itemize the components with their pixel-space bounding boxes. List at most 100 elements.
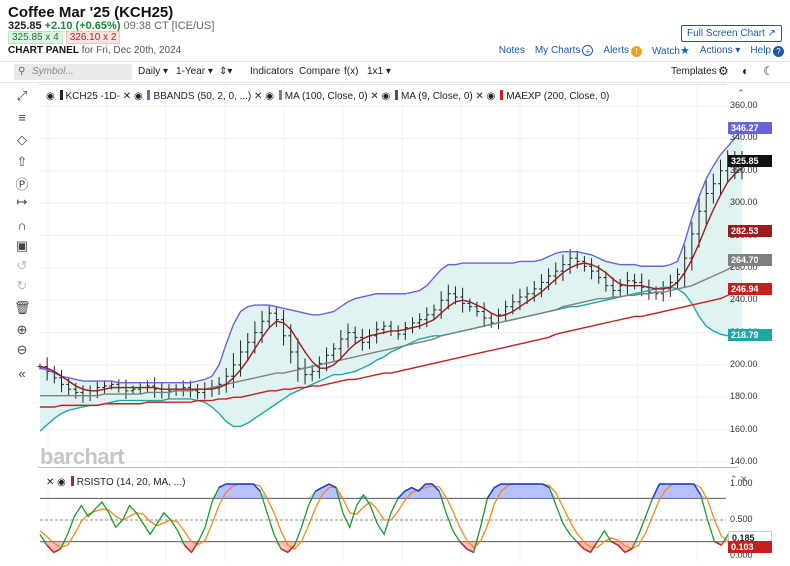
fullscreen-button[interactable]: Full Screen Chart ↗ <box>681 25 782 42</box>
indicators-button[interactable]: Indicators <box>250 66 294 77</box>
ohlc-bar <box>467 298 473 312</box>
rsisto-overbought-seg <box>328 483 337 489</box>
pane-controls[interactable]: ⌃ ✕ <box>730 474 748 484</box>
alerts-link[interactable]: Alerts! <box>603 45 642 57</box>
rsisto-oversold-seg <box>46 544 55 553</box>
ohlc-bar <box>338 329 344 358</box>
rsisto-oversold-seg <box>280 548 289 554</box>
fx-button[interactable]: f(x) <box>344 66 359 77</box>
zoom-out-icon[interactable]: ⊖ <box>16 342 28 357</box>
rsisto-oversold-seg <box>459 541 468 550</box>
ohlc-bar <box>689 221 695 271</box>
bar-type-dropdown[interactable]: ⇕▾ <box>219 66 232 77</box>
magnet-icon[interactable]: ∩ <box>17 218 27 233</box>
symbol-search-input[interactable]: ⚲ Symbol... <box>14 64 132 80</box>
rsisto-overbought-seg <box>651 483 661 499</box>
collapse-icon[interactable]: « <box>18 366 26 381</box>
ohlc-bar <box>438 291 444 319</box>
rsisto-overbought-seg <box>321 483 330 489</box>
bbands-upper-line <box>39 127 743 384</box>
legend-swatch <box>59 90 63 100</box>
ohlc-bar <box>266 305 272 329</box>
rsisto-oversold-seg <box>576 541 585 550</box>
last-price: 325.85 <box>8 20 42 32</box>
redo-icon[interactable]: ↻ <box>16 278 28 293</box>
lock-icon[interactable]: ▣ <box>15 238 29 253</box>
ohlc-bar <box>696 197 702 248</box>
rsisto-overbought-seg <box>493 483 502 489</box>
chevron-down-icon: ▾ <box>385 66 391 77</box>
close-icon[interactable]: ✕ <box>370 91 379 102</box>
compare-button[interactable]: Compare <box>299 66 341 77</box>
ohlc-bar <box>331 343 337 361</box>
quote-line: 325.85 +2.10 (+0.65%) 09:38 CT [ICE/US] <box>8 20 214 32</box>
plus-icon: + <box>582 45 594 56</box>
layout-dropdown[interactable]: 1x1 ▾ <box>367 66 391 77</box>
range-dropdown[interactable]: 1-Year ▾ <box>176 66 213 77</box>
collapse-pane-icon[interactable]: ⌃ <box>737 88 745 98</box>
bar-type-icon: ⇕▾ <box>219 66 233 77</box>
ohlc-bar <box>195 384 201 400</box>
eye-icon[interactable]: ◉ <box>381 91 391 102</box>
close-icon[interactable]: ✕ <box>254 91 263 102</box>
zoom-in-icon[interactable]: ⊕ <box>16 322 28 337</box>
gear-icon[interactable]: ⚙ <box>718 64 729 78</box>
legend-symbol: KCH25 -1D- <box>65 91 120 102</box>
watch-link[interactable]: Watch★ <box>652 44 690 57</box>
measure-icon[interactable]: ↦ <box>16 194 28 209</box>
eye-icon[interactable]: ◉ <box>265 91 274 102</box>
help-icon: ? <box>773 45 784 57</box>
trend-line-icon[interactable]: ⤢ <box>16 88 28 103</box>
arrow-up-icon[interactable]: ⇧ <box>16 154 28 169</box>
mycharts-link[interactable]: My Charts + <box>535 45 594 56</box>
main-legend: ◉ KCH25 -1D- ✕ ◉ BBANDS (50, 2, 0, ...) … <box>46 90 609 102</box>
notes-link[interactable]: Notes <box>499 45 525 56</box>
y-tick-label: 300.00 <box>730 197 758 208</box>
legend-swatch <box>147 90 151 100</box>
fullscreen-label: Full Screen Chart <box>687 28 765 39</box>
rsisto-overbought-seg <box>431 483 440 492</box>
help-link[interactable]: Help? <box>750 45 784 57</box>
moon-icon[interactable]: ☾ <box>763 64 774 78</box>
ohlc-bar <box>538 274 544 298</box>
ohlc-bar <box>610 277 616 299</box>
ohlc-bar <box>288 324 294 364</box>
eye-icon[interactable]: ◉ <box>57 477 66 488</box>
ohlc-bar <box>560 254 566 282</box>
chart-toolbar: ⚲ Symbol... Daily ▾ 1-Year ▾ ⇕▾ Indicato… <box>0 61 790 83</box>
eye-icon[interactable]: ◉ <box>486 91 496 102</box>
rsisto-overbought-seg <box>486 487 495 499</box>
rsisto-oversold-seg <box>53 548 61 554</box>
ohlc-bar <box>617 278 623 298</box>
ohlc-bar <box>531 280 537 302</box>
undo-icon[interactable]: ↺ <box>16 258 28 273</box>
y-tick-label: 0.000 <box>730 550 753 560</box>
actions-link[interactable]: Actions ▾ <box>700 45 741 56</box>
rsisto-oversold-seg <box>287 544 296 553</box>
ohlc-bar <box>309 364 315 382</box>
rsisto-oversold-seg <box>583 548 591 554</box>
text-icon[interactable]: Ⓟ <box>15 177 29 192</box>
interval-dropdown[interactable]: Daily ▾ <box>138 66 168 77</box>
trash-icon[interactable]: 🗑 <box>14 300 31 315</box>
maexp200-line <box>40 288 743 408</box>
mycharts-label: My Charts <box>534 45 581 56</box>
close-icon[interactable]: ✕ <box>122 91 132 102</box>
rsisto-overbought-seg <box>542 483 550 489</box>
y-tick-label: 0.500 <box>730 514 753 524</box>
eye-icon[interactable]: ◉ <box>46 91 55 102</box>
templates-button[interactable]: Templates <box>671 66 717 77</box>
fib-icon[interactable]: ≡ <box>18 110 26 125</box>
shapes-icon[interactable]: ◇ <box>17 132 27 147</box>
ohlc-bar <box>352 326 358 344</box>
eye-icon[interactable]: ◉ <box>133 91 143 102</box>
close-icon[interactable]: ✕ <box>46 477 55 488</box>
legend-bbands: BBANDS (50, 2, 0, ...) <box>153 91 252 102</box>
ohlc-bar <box>574 251 580 269</box>
close-icon[interactable]: ✕ <box>475 91 484 102</box>
theme-icon[interactable]: ◐ <box>742 64 750 78</box>
interval-label: Daily <box>138 66 161 77</box>
ohlc-bar <box>101 380 107 394</box>
rsisto-layer <box>39 483 743 554</box>
